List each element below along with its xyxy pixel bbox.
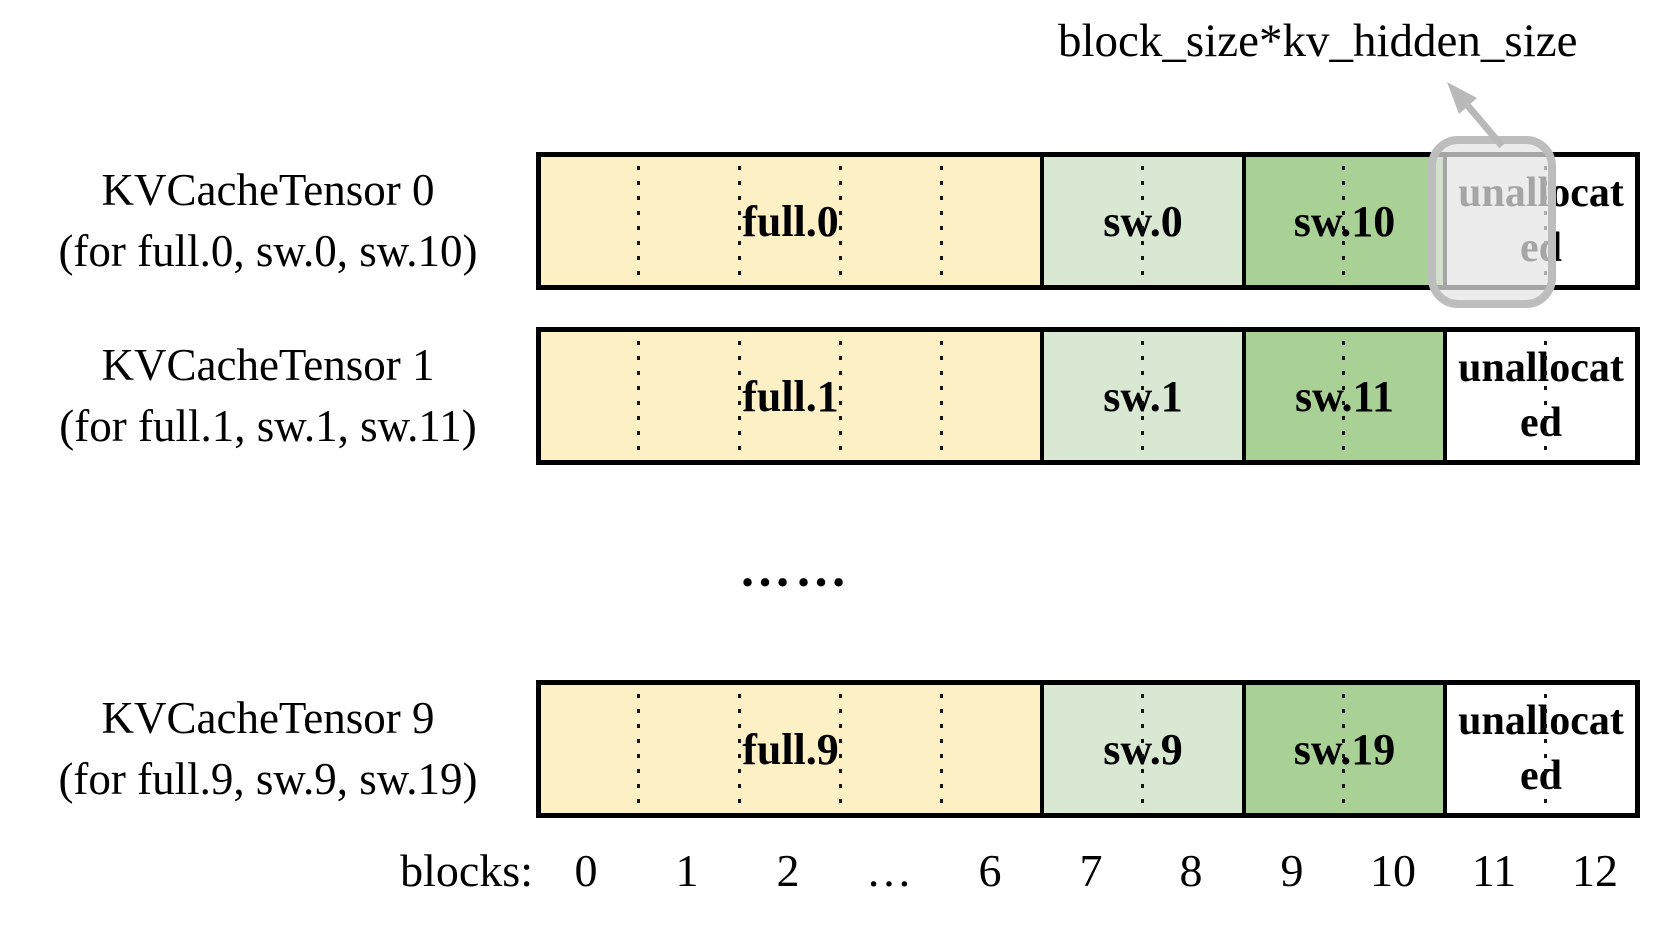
block-highlight [1428,136,1556,308]
segment-sw: sw.0 [1040,157,1242,285]
block-divider [1141,341,1144,451]
block-divider [637,166,640,276]
axis-tick: 10 [1370,845,1416,896]
block-divider [940,341,943,451]
axis-tick: 11 [1471,845,1517,896]
axis-tick: 7 [1079,845,1103,896]
blocks-axis: blocks: 0 1 2 … 6 7 8 9 10 11 12 [0,844,1676,914]
segment-unallocated: unallocated [1443,332,1635,460]
segment-sw2: sw.10 [1242,157,1443,285]
block-divider [1342,166,1345,276]
segment-label: unallocated [1458,698,1624,799]
annotation-block-size: block_size*kv_hidden_size [1058,15,1578,67]
axis-tick: … [866,845,912,896]
segment-label: full.1 [742,371,839,421]
bar-tensor-1: full.1 sw.1 sw.11 unallocated [536,327,1640,465]
block-divider [738,341,741,451]
axis-tick: 1 [675,845,699,896]
block-divider [1342,341,1345,451]
block-divider [1141,694,1144,804]
segment-sw: sw.1 [1040,332,1242,460]
segment-label: full.9 [742,724,839,774]
block-divider [1141,166,1144,276]
row-title: KVCacheTensor 9 [101,693,435,743]
block-divider [839,341,842,451]
axis-tick: 6 [978,845,1002,896]
segment-full: full.0 [541,157,1040,285]
segment-label: unallocated [1458,345,1624,446]
rows-ellipsis: …… [739,541,851,598]
axis-tick: 2 [776,845,800,896]
row-subtitle: (for full.9, sw.9, sw.19) [58,754,478,804]
block-divider [738,694,741,804]
block-divider [1544,694,1547,804]
row-label-tensor-9: KVCacheTensor 9 (for full.9, sw.9, sw.19… [18,680,518,818]
block-divider [738,166,741,276]
row-title: KVCacheTensor 1 [101,340,435,390]
segment-sw2: sw.11 [1242,332,1443,460]
block-divider [637,341,640,451]
axis-tick: 8 [1179,845,1203,896]
row-label-tensor-1: KVCacheTensor 1 (for full.1, sw.1, sw.11… [18,327,518,465]
bar-tensor-9: full.9 sw.9 sw.19 unallocated [536,680,1640,818]
row-label-tensor-0: KVCacheTensor 0 (for full.0, sw.0, sw.10… [18,152,518,290]
axis-tick: 0 [574,845,598,896]
block-divider [940,694,943,804]
block-divider [839,166,842,276]
segment-sw2: sw.19 [1242,685,1443,813]
row-subtitle: (for full.0, sw.0, sw.10) [58,226,478,276]
block-divider [1342,694,1345,804]
segment-unallocated: unallocated [1443,685,1635,813]
segment-sw: sw.9 [1040,685,1242,813]
axis-tick: 9 [1280,845,1304,896]
segment-full: full.9 [541,685,1040,813]
segment-label: full.0 [742,196,839,246]
block-divider [839,694,842,804]
block-divider [940,166,943,276]
axis-tick: 12 [1572,845,1618,896]
segment-full: full.1 [541,332,1040,460]
blocks-axis-label: blocks: [400,845,533,896]
row-subtitle: (for full.1, sw.1, sw.11) [59,401,477,451]
block-divider [1544,341,1547,451]
row-title: KVCacheTensor 0 [101,165,435,215]
block-divider [637,694,640,804]
